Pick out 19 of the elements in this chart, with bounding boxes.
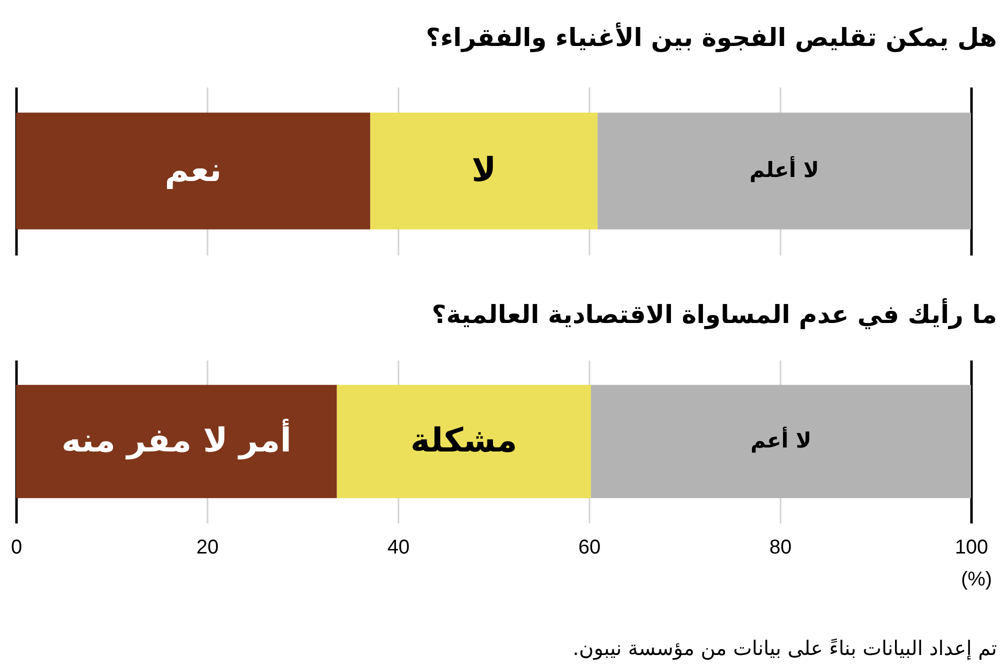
x-tick-label: 80 — [769, 536, 792, 558]
series-label: لا أعلم — [750, 156, 820, 183]
series-label: لا — [472, 150, 496, 189]
bar — [590, 384, 971, 498]
chart-title: هل يمكن تقليص الفجوة بين الأغنياء والفقراء؟ — [426, 22, 997, 53]
bar — [16, 384, 337, 498]
series-label: مشكلة — [410, 420, 518, 460]
x-tick-label: 0 — [10, 536, 22, 558]
chart-title: ما رأيك في عدم المساواة الاقتصادية العالمية؟ — [432, 298, 997, 330]
series-label: أمر لا مفر منه — [61, 418, 292, 460]
x-tick-label: 60 — [578, 536, 601, 558]
x-tick-label: 40 — [387, 536, 410, 558]
series-label: نعم — [164, 150, 222, 190]
text: تم إعداد البيانات بناءً على بيانات من مؤسسة نيبون. — [572, 636, 997, 660]
x-axis-title: (%) — [960, 568, 992, 590]
x-tick-label: 100 — [954, 536, 988, 558]
bar — [336, 384, 591, 498]
x-tick-label: 20 — [196, 536, 219, 558]
series-label: لا أعم — [750, 426, 812, 454]
